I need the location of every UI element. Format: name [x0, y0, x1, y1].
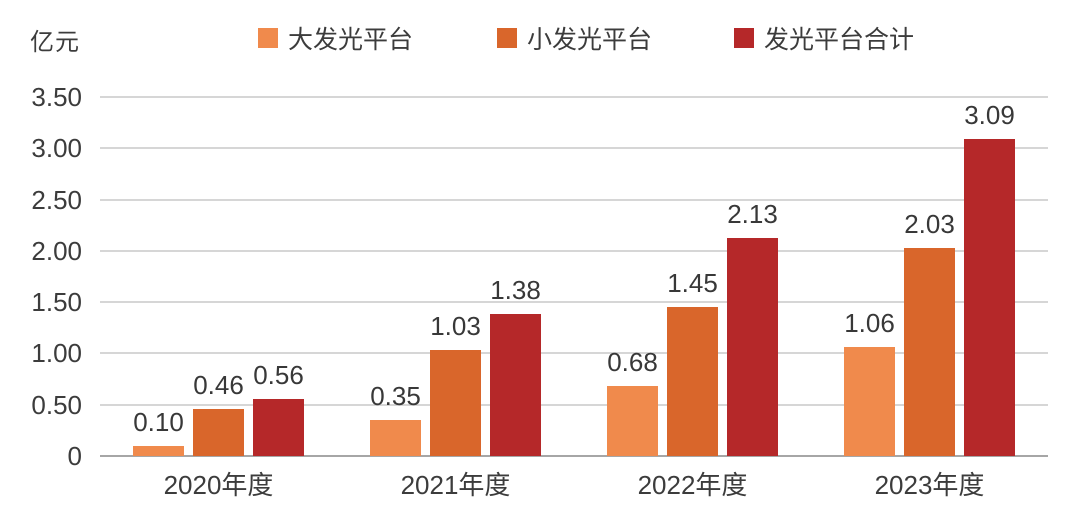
y-tick-label: 3.50 [31, 82, 82, 112]
bar-series2-2022年度 [667, 307, 718, 456]
bar-value-label: 1.45 [667, 268, 718, 299]
y-tick-label: 0.50 [31, 389, 82, 420]
y-axis-unit-label: 亿元 [30, 29, 80, 56]
bar-series2-2020年度 [193, 408, 244, 456]
y-tick-label: 2.50 [31, 184, 82, 215]
gridline [100, 352, 1048, 355]
bar-value-label: 0.56 [253, 359, 304, 390]
y-tick-label: 0 [67, 441, 82, 471]
bar-value-label: 0.68 [607, 347, 658, 378]
bar-value-label: 3.09 [964, 100, 1015, 131]
gridline [100, 147, 1048, 150]
x-axis-line [100, 455, 1048, 457]
bar-value-label: 2.03 [904, 208, 955, 239]
legend-label: 发光平台合计 [764, 26, 915, 54]
gridline [100, 301, 1048, 304]
bar-series2-2023年度 [904, 247, 955, 456]
bar-series3-2022年度 [727, 237, 778, 456]
gridline [100, 198, 1048, 201]
gridline [100, 249, 1048, 252]
legend-item-1: 大发光平台 [258, 25, 413, 54]
bar-series1-2020年度 [133, 445, 184, 456]
bar-series1-2023年度 [844, 347, 895, 456]
bar-series3-2020年度 [253, 398, 304, 456]
bar-value-label: 1.03 [430, 311, 481, 342]
bar-value-label: 0.35 [370, 381, 421, 412]
y-tick-label: 1.00 [31, 338, 82, 369]
bar-value-label: 0.46 [193, 369, 244, 400]
legend-item-2: 小发光平台 [497, 25, 652, 54]
bar-series3-2021年度 [490, 314, 541, 456]
x-axis-category-label: 2022年度 [637, 470, 748, 500]
y-tick-label: 3.00 [31, 133, 82, 164]
gridline [100, 403, 1048, 406]
bar-series1-2022年度 [607, 386, 658, 456]
y-tick-label: 2.00 [31, 235, 82, 266]
legend-swatch-icon [734, 28, 754, 48]
legend-label: 小发光平台 [527, 26, 653, 54]
bar-series2-2021年度 [430, 350, 481, 456]
y-tick-label: 1.50 [31, 287, 82, 318]
bar-value-label: 1.06 [844, 308, 895, 339]
legend-item-3: 发光平台合计 [734, 25, 914, 54]
bar-value-label: 2.13 [727, 198, 778, 229]
bar-series1-2021年度 [370, 420, 421, 456]
x-axis-category-label: 2023年度 [874, 470, 985, 500]
bar-series3-2023年度 [964, 139, 1015, 456]
bar-value-label: 1.38 [490, 275, 541, 306]
legend-swatch-icon [497, 28, 517, 48]
bar-value-label: 0.10 [133, 406, 184, 437]
legend-swatch-icon [258, 28, 278, 48]
gridline [100, 96, 1048, 98]
x-axis-category-label: 2021年度 [400, 470, 511, 500]
legend-label: 大发光平台 [288, 26, 414, 54]
x-axis-category-label: 2020年度 [163, 470, 274, 500]
